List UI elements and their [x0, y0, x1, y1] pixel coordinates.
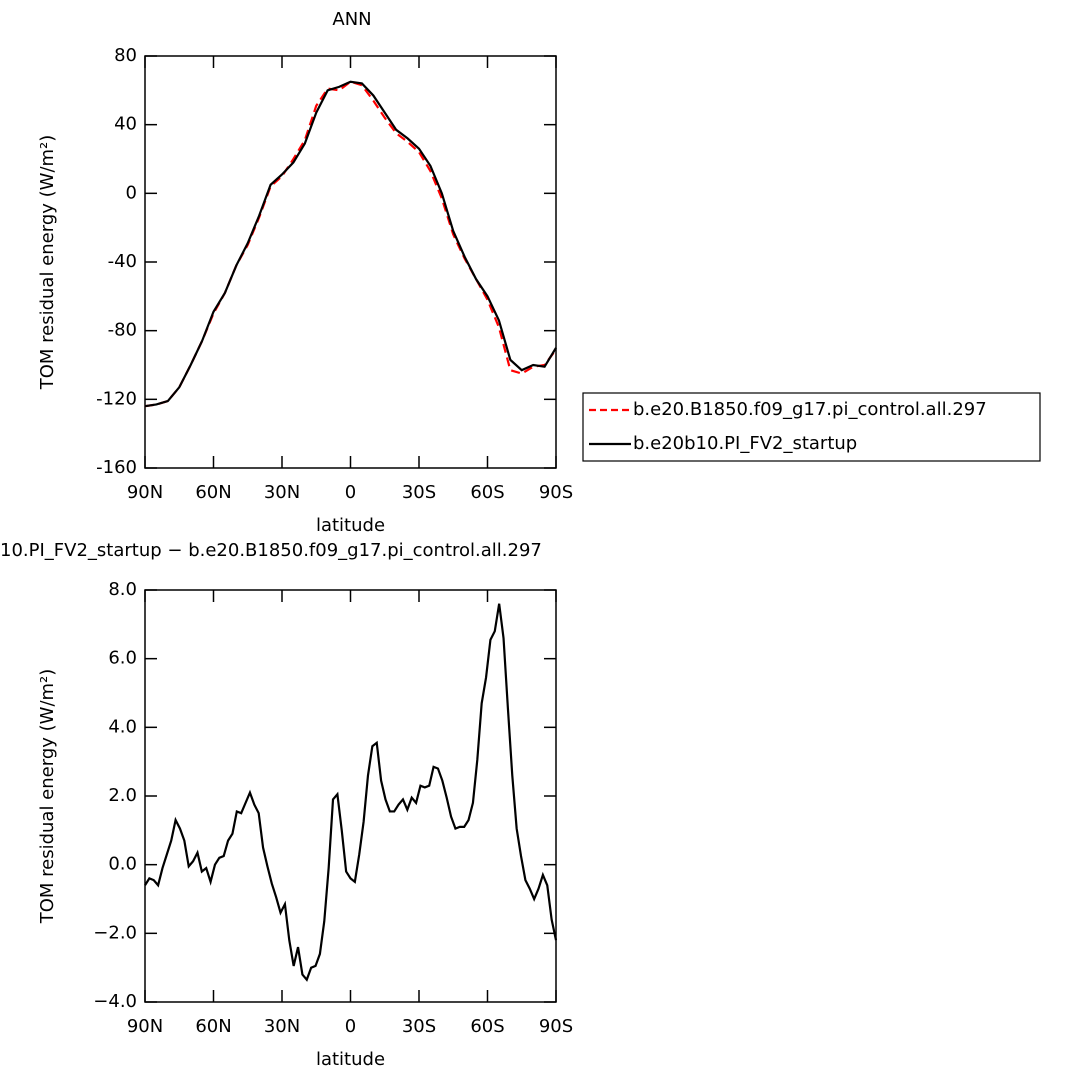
x-tick-label: 30S — [402, 482, 436, 503]
y-axis-label: TOM residual energy (W/m²) — [37, 669, 58, 925]
plot-frame — [144, 55, 557, 469]
y-tick-label: 80 — [114, 45, 137, 66]
x-axis-label: latitude — [316, 515, 385, 536]
x-axis-label: latitude — [316, 1049, 385, 1070]
series-line — [144, 80, 557, 408]
y-tick-label: −4.0 — [93, 991, 137, 1012]
y-axis-label: TOM residual energy (W/m²) — [37, 135, 58, 391]
x-tick-label: 30N — [264, 1016, 300, 1037]
x-tick-label: 60S — [470, 482, 504, 503]
y-tick-label: -160 — [96, 457, 137, 478]
y-tick-label: 4.0 — [108, 716, 137, 737]
y-tick-label: 40 — [114, 114, 137, 135]
x-tick-label: 60N — [195, 482, 231, 503]
legend-label: b.e20b10.PI_FV2_startup — [633, 433, 857, 454]
series-line — [144, 80, 557, 408]
x-tick-label: 30S — [402, 1016, 436, 1037]
y-tick-label: -80 — [108, 320, 137, 341]
x-tick-label: 30N — [264, 482, 300, 503]
y-tick-label: -40 — [108, 251, 137, 272]
legend-label: b.e20.B1850.f09_g17.pi_control.all.297 — [633, 399, 987, 420]
x-tick-label: 90N — [127, 482, 163, 503]
y-tick-label: 6.0 — [108, 648, 137, 669]
x-tick-label: 90S — [539, 1016, 573, 1037]
x-tick-label: 60S — [470, 1016, 504, 1037]
y-tick-label: -120 — [96, 388, 137, 409]
chart-title: 10.PI_FV2_startup − b.e20.B1850.f09_g17.… — [0, 540, 542, 561]
legend-box — [582, 392, 1041, 462]
plot-frame — [144, 589, 557, 1003]
x-tick-label: 90N — [127, 1016, 163, 1037]
y-tick-label: 0.0 — [108, 854, 137, 875]
chart-title: ANN — [332, 9, 371, 30]
series-line — [144, 603, 558, 982]
x-tick-label: 0 — [345, 1016, 356, 1037]
x-tick-label: 0 — [345, 482, 356, 503]
y-tick-label: 8.0 — [108, 579, 137, 600]
y-tick-label: −2.0 — [93, 922, 137, 943]
x-tick-label: 90S — [539, 482, 573, 503]
x-tick-label: 60N — [195, 1016, 231, 1037]
y-tick-label: 0 — [126, 182, 137, 203]
y-tick-label: 2.0 — [108, 785, 137, 806]
